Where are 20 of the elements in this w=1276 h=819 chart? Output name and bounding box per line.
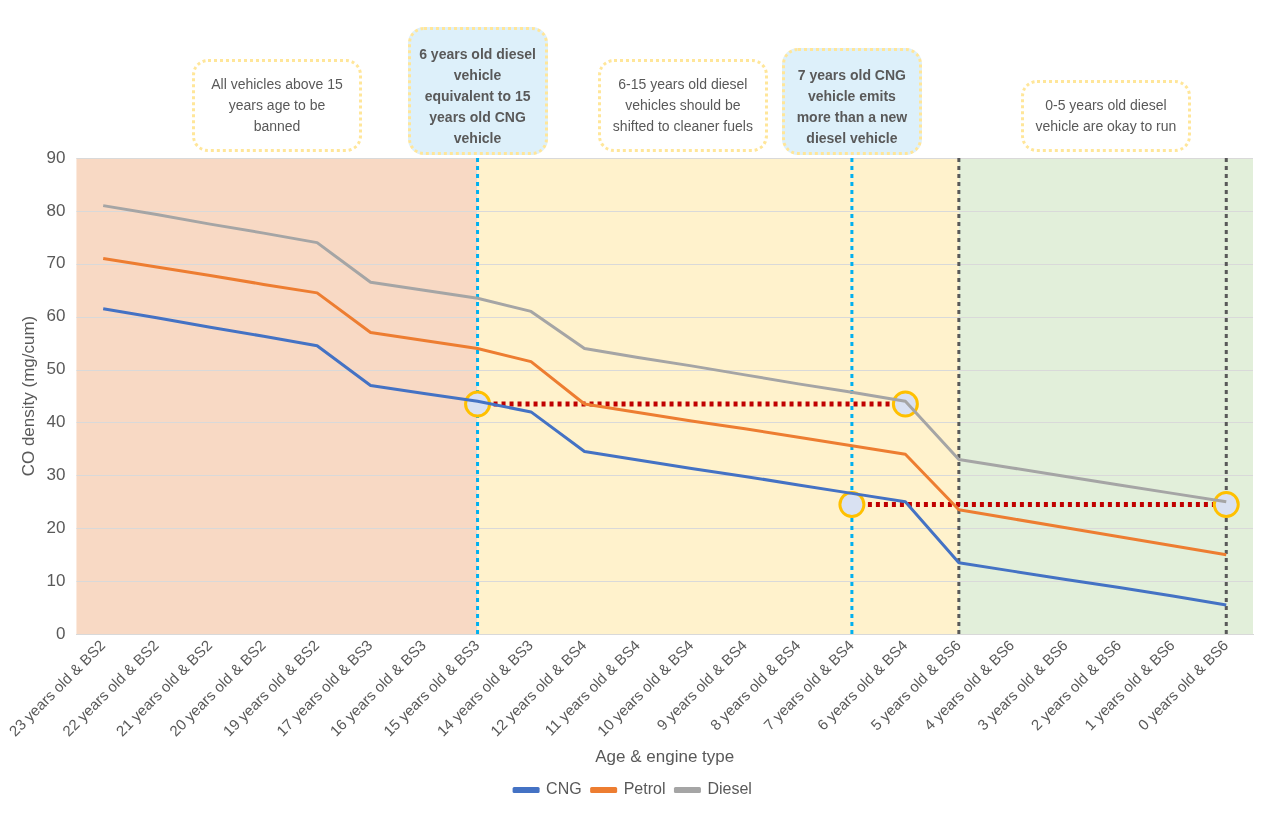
y-tick-label: 50	[46, 359, 66, 379]
band-label: 0-5 years old diesel vehicle are okay to run	[1035, 97, 1177, 134]
y-tick-label: 10	[46, 570, 66, 590]
y-tick-label: 60	[46, 306, 66, 326]
y-tick-label: 90	[46, 147, 66, 167]
y-tick-label: 70	[46, 253, 66, 273]
y-tick-label: 30	[46, 465, 66, 485]
y-tick-label: 80	[46, 200, 66, 220]
text: 7 years old CNG vehicle emits more than a new diesel vehicle	[796, 67, 908, 146]
y-tick-label: 20	[46, 517, 66, 537]
y-axis-title: CO density (mg/cum)	[19, 315, 39, 477]
y-tick-label: 0	[55, 623, 66, 643]
x-axis-title: Age & engine type	[595, 747, 735, 767]
band-label: All vehicles above 15 years age to be banned	[211, 76, 343, 134]
y-tick-label: 40	[46, 412, 66, 432]
legend-label: Petrol	[623, 780, 666, 798]
text: 6 years old diesel vehicle equivalent to 15 years old CNG vehicle	[419, 46, 536, 146]
band-label: 6-15 years old diesel vehicles should be shifted to cleaner fuels	[612, 76, 753, 134]
legend-label: Diesel	[707, 780, 752, 798]
legend-label: CNG	[546, 780, 582, 798]
